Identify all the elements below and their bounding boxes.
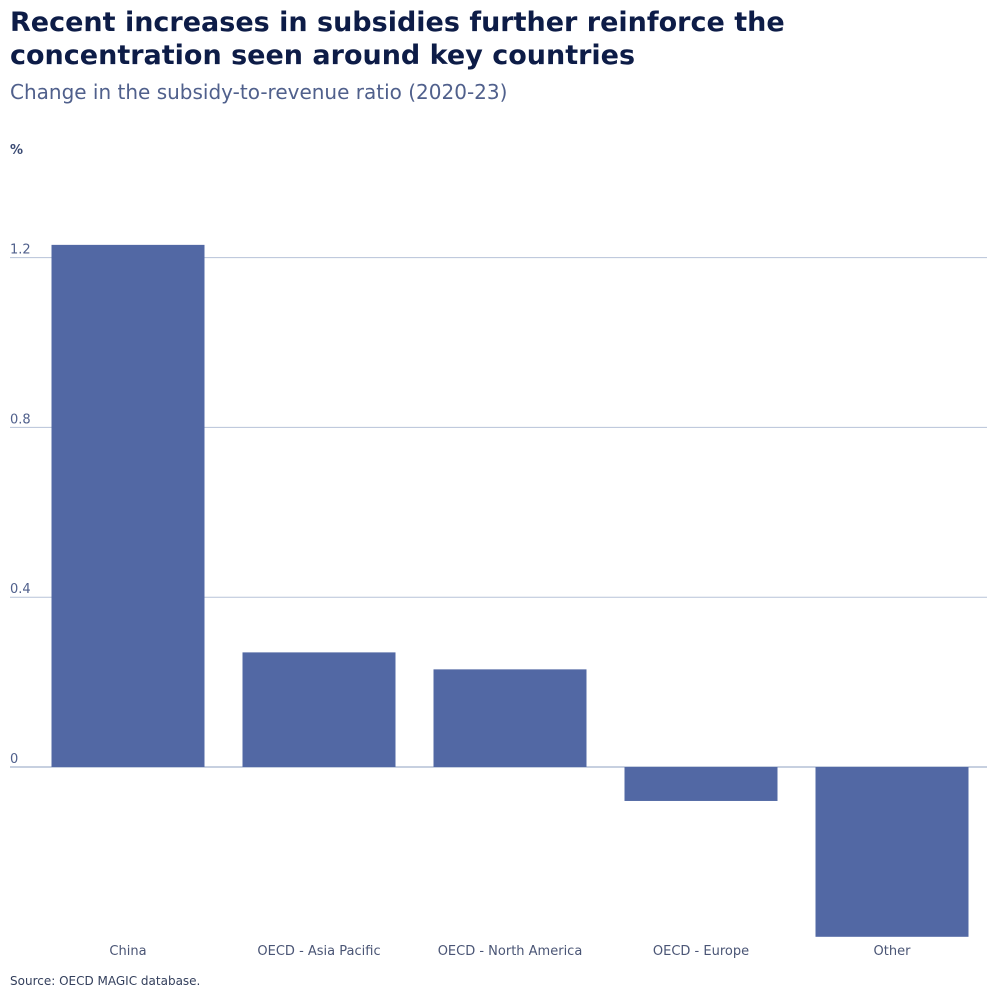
y-tick-labels: 0 0.4 0.8 1.2 <box>10 243 31 767</box>
category-label: Other <box>874 944 912 959</box>
source-note: Source: OECD MAGIC database. <box>10 974 201 988</box>
bar-other <box>815 767 969 937</box>
y-tick-label: 1.2 <box>10 243 31 258</box>
category-label: OECD - North America <box>438 944 583 959</box>
bar-oecd-asia-pacific <box>242 652 396 767</box>
y-tick-label: 0 <box>10 752 18 767</box>
bar-oecd-north-america <box>433 669 587 767</box>
chart-title: Recent increases in subsidies further re… <box>10 7 785 71</box>
y-tick-label: 0.8 <box>10 412 31 427</box>
bar-china <box>51 244 205 768</box>
y-tick-label: 0.4 <box>10 582 31 597</box>
y-axis-unit: % <box>10 143 24 158</box>
bars <box>51 244 969 937</box>
bar-oecd-europe <box>624 767 778 801</box>
category-label: China <box>109 944 146 959</box>
chart-subtitle: Change in the subsidy-to-revenue ratio (… <box>10 80 508 104</box>
category-label: OECD - Asia Pacific <box>257 944 380 959</box>
category-label: OECD - Europe <box>653 944 749 959</box>
category-labels: China OECD - Asia Pacific OECD - North Ame… <box>109 944 911 959</box>
